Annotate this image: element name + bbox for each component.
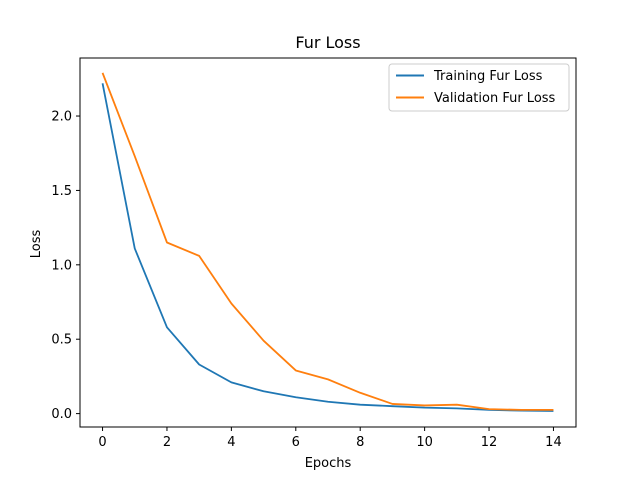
x-tick-label: 0: [98, 435, 106, 450]
x-tick-label: 2: [163, 435, 171, 450]
legend-label-validation: Validation Fur Loss: [434, 91, 556, 106]
y-axis-title: Loss: [29, 230, 44, 259]
y-tick-label: 0.5: [51, 333, 72, 348]
x-tick-label: 14: [545, 435, 562, 450]
legend-label-training: Training Fur Loss: [433, 69, 543, 84]
legend-box: [388, 63, 570, 112]
x-axis-title: Epochs: [305, 456, 352, 471]
x-tick-label: 8: [356, 435, 364, 450]
y-axis-ticks: 0.0 0.5 1.0 1.5 2.0: [51, 110, 80, 422]
series-line-validation: [101, 72, 554, 411]
x-tick-label: 4: [227, 435, 235, 450]
y-tick-label: 1.0: [51, 258, 72, 273]
y-tick-label: 0.0: [51, 407, 72, 422]
x-tick-label: 12: [481, 435, 498, 450]
x-tick-label: 10: [416, 435, 433, 450]
plot-frame: [79, 57, 577, 428]
legend: Training Fur Loss Validation Fur Loss: [388, 63, 570, 112]
y-tick-label: 1.5: [51, 184, 72, 199]
x-axis-ticks: 0 2 4 6 8 10 12 14: [98, 427, 562, 450]
chart-title: Fur Loss: [295, 33, 360, 52]
plot-lines: [101, 72, 554, 412]
x-tick-label: 6: [292, 435, 300, 450]
series-line-training: [101, 83, 554, 412]
y-tick-label: 2.0: [51, 110, 72, 125]
